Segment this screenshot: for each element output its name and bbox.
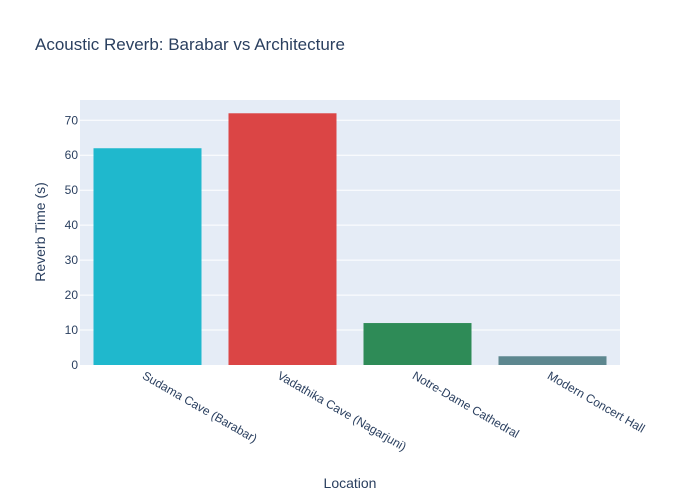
- x-tick-label: Vadathika Cave (Nagarjuni): [275, 368, 409, 453]
- y-tick-label: 60: [65, 148, 79, 162]
- bar: [363, 323, 472, 365]
- y-tick-label: 40: [65, 218, 79, 232]
- y-tick-label: 20: [65, 288, 79, 302]
- y-tick-label: 10: [65, 323, 79, 337]
- chart-title: Acoustic Reverb: Barabar vs Architecture: [35, 35, 345, 54]
- x-axis-ticks: Sudama Cave (Barabar) Vadathika Cave (Nag…: [140, 368, 647, 453]
- bar: [498, 356, 607, 365]
- y-tick-label: 70: [65, 113, 79, 127]
- y-tick-label: 0: [71, 358, 78, 372]
- y-tick-label: 30: [65, 253, 79, 267]
- y-axis-title: Reverb Time (s): [32, 182, 48, 282]
- y-axis-ticks: 0 10 20 30 40 50 60 70: [65, 113, 79, 372]
- x-tick-label: Sudama Cave (Barabar): [140, 368, 260, 445]
- bar: [228, 113, 337, 365]
- bars: [93, 113, 607, 365]
- y-tick-label: 50: [65, 183, 79, 197]
- x-axis-title: Location: [324, 475, 377, 491]
- x-tick-label: Modern Concert Hall: [545, 368, 647, 435]
- x-tick-label: Notre-Dame Cathedral: [410, 368, 522, 440]
- bar: [93, 148, 202, 365]
